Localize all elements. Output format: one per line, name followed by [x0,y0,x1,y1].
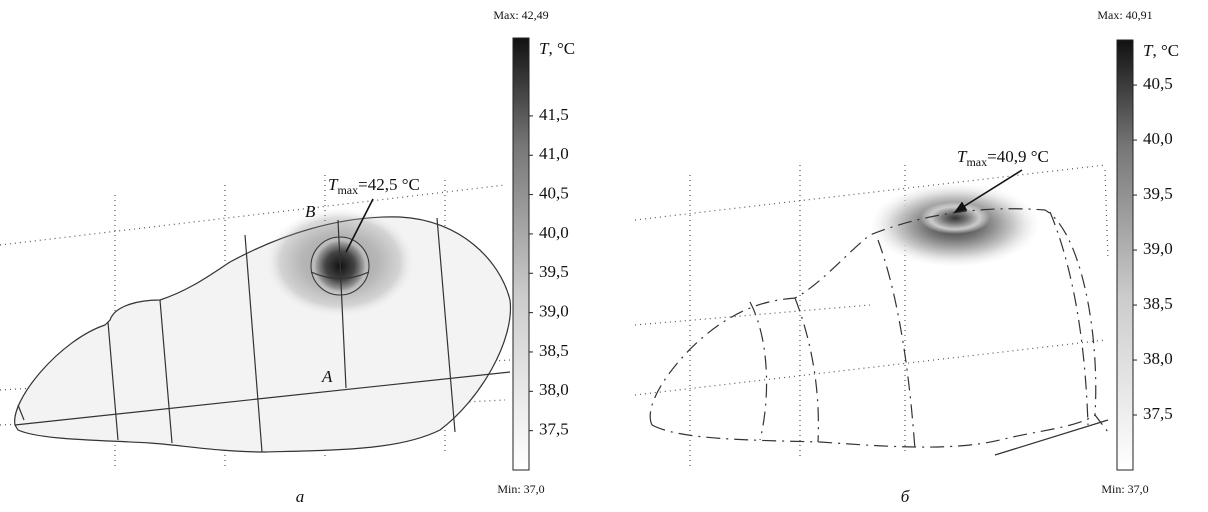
caption: б [901,487,910,506]
colorbar-tick-label: 41,5 [539,105,569,124]
colorbar-gradient [1117,40,1133,470]
subscript: max [337,183,358,197]
unit: , °C [548,39,575,58]
colorbar-tick-label: 39,5 [539,262,569,281]
colorbar-tick-label: 37,5 [1143,404,1173,423]
colorbar-tick-label: 38,5 [1143,294,1173,313]
annotation: Tmax=42,5 °C [328,175,420,197]
colorbar-gradient [513,38,529,470]
colorbar-max: Max: 42,49 [493,8,548,22]
colorbar-min: Min: 37,0 [497,482,544,496]
colorbar-tick-label: 37,5 [539,420,569,439]
colorbar-tick-label: 38,0 [539,380,569,399]
colorbar-tick-label: 40,0 [539,223,569,242]
heat-spot [920,202,990,234]
colorbar-tick-label: 38,5 [539,341,569,360]
colorbar: Max: 40,91 Min: 37,0 T, °C 40,5 40,0 39,5 39,0… [1097,8,1179,496]
colorbar-tick-label: 40,5 [539,183,569,202]
annotation: Tmax=40,9 °C [957,147,1049,169]
colorbar-tick-label: 41,0 [539,144,569,163]
head-outline [650,209,1108,450]
colorbar-tick-label: 38,0 [1143,349,1173,368]
point-label: A [321,367,333,386]
colorbar-tick-label: 39,0 [539,302,569,321]
colorbar-tick-label: 40,5 [1143,74,1173,93]
colorbar-max: Max: 40,91 [1097,8,1152,22]
figure: B A Tmax=42,5 °C a Tmax=40,9 °C б Max: 4… [0,0,1208,512]
panel-b: Tmax=40,9 °C б [635,147,1108,506]
edge [995,420,1108,455]
colorbar: Max: 42,49 Min: 37,0 T, °C 41,5 41,0 40,5 40,0… [493,8,575,496]
colorbar-tick-label: 40,0 [1143,129,1173,148]
colorbar-tick-label: 39,5 [1143,184,1173,203]
annotation-text: =40,9 °C [987,147,1049,166]
colorbar-title: T, °C [539,39,575,58]
colorbar-min: Min: 37,0 [1101,482,1148,496]
colorbar-tick-label: 39,0 [1143,239,1173,258]
panel-a: B A Tmax=42,5 °C a [0,175,510,506]
unit: , °C [1152,41,1179,60]
colorbar-title: T, °C [1143,41,1179,60]
annotation-text: =42,5 °C [358,175,420,194]
grid-lines [635,165,1108,470]
caption: a [296,487,305,506]
subscript: max [966,155,987,169]
point-label: B [305,202,316,221]
